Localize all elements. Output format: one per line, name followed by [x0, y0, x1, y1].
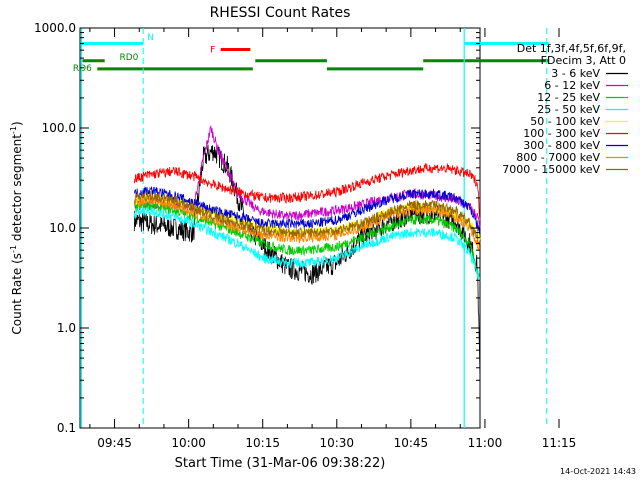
legend-header-line-2: FDecim 3, Att 0	[541, 54, 626, 67]
y-axis-label-mid: detector segment	[10, 134, 24, 245]
legend-label-3: 25 - 50 keV	[537, 103, 600, 116]
y-tick-label: 0.1	[57, 421, 76, 435]
timestamp: 14-Oct-2021 14:43	[560, 467, 636, 476]
y-axis-label-sup2: -1	[9, 126, 18, 134]
y-axis-label: Count Rate (s-1 detector segment-1)	[9, 121, 24, 334]
y-axis: 0.1 1.0 10.0 100.0 1000.0	[34, 21, 480, 435]
x-tick-label: 10:45	[394, 436, 429, 450]
series-line-5	[133, 162, 481, 221]
series-line-6	[133, 186, 481, 235]
x-tick-label: 11:00	[468, 436, 503, 450]
legend-header-line-1: Det 1f,3f,4f,5f,6f,9f,	[517, 42, 626, 55]
series-line-7	[133, 196, 481, 252]
x-axis-label: Start Time (31-Mar-06 09:38:22)	[175, 456, 386, 471]
legend-label-4: 50 - 100 keV	[530, 115, 600, 128]
y-axis-label-sup1: -1	[9, 245, 18, 253]
legend-label-2: 12 - 25 keV	[537, 91, 600, 104]
status-label-n: N	[147, 33, 154, 43]
legend-label-7: 800 - 7000 keV	[516, 151, 600, 164]
status-label-rd0: RD0	[120, 53, 139, 63]
x-tick-label: 10:15	[245, 436, 280, 450]
chart-title: RHESSI Count Rates	[210, 5, 351, 21]
status-bars: N F RD0 RD6	[73, 33, 550, 74]
data-series	[133, 125, 481, 381]
legend-label-5: 100 - 300 keV	[523, 127, 600, 140]
y-tick-label: 100.0	[42, 121, 76, 135]
y-tick-label: 1000.0	[34, 21, 76, 35]
series-line-3	[133, 205, 481, 281]
legend-label-8: 7000 - 15000 keV	[502, 163, 600, 176]
y-axis-label-end: )	[10, 121, 24, 126]
y-tick-label: 1.0	[57, 321, 76, 335]
x-tick-label: 10:30	[319, 436, 354, 450]
status-label-f: F	[210, 45, 215, 55]
x-axis: 09:45 10:00 10:15 10:30 10:45 11:00 11:15	[89, 28, 577, 450]
y-tick-label: 10.0	[49, 221, 76, 235]
y-axis-label-main: Count Rate (s	[10, 253, 24, 335]
x-tick-label: 11:15	[542, 436, 577, 450]
legend-label-0: 3 - 6 keV	[551, 67, 600, 80]
series-line-8	[133, 191, 481, 246]
x-tick-label: 10:00	[171, 436, 206, 450]
legend-label-1: 6 - 12 keV	[544, 79, 600, 92]
legend-label-6: 300 - 800 keV	[523, 139, 600, 152]
status-label-rd6: RD6	[73, 64, 92, 74]
series-line-0	[133, 144, 481, 381]
x-tick-label: 09:45	[97, 436, 132, 450]
legend: Det 1f,3f,4f,5f,6f,9f, FDecim 3, Att 0 3…	[502, 42, 628, 176]
